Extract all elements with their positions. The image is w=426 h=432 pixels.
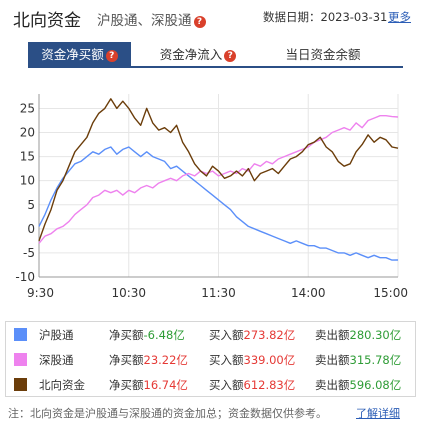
legend-swatch [14, 378, 27, 391]
legend-row-sgt: 深股通 净买额23.22亿 买入额339.00亿 卖出额315.78亿 [6, 347, 417, 372]
tab-daily-balance[interactable]: 当日资金余额 [268, 42, 378, 68]
sell-label: 卖出额 [315, 328, 350, 342]
buy-value: 273.82亿 [243, 328, 296, 342]
x-tick-label: 15:00 [373, 286, 408, 300]
tab-net-buy-label: 资金净买额 [41, 47, 104, 62]
series-line-0 [38, 146, 399, 261]
y-tick-label: 25 [20, 101, 35, 115]
y-tick-label: -10 [15, 270, 35, 284]
line-chart: 25 20 15 10 5 0 -5 -10 9:30 10:30 11:30 14:00 15:00 [0, 88, 426, 302]
sell-cell: 卖出额596.08亿 [315, 377, 401, 393]
legend-swatch [14, 353, 27, 366]
net-buy-label: 净买额 [109, 378, 144, 392]
y-tick-label: 15 [20, 150, 35, 164]
sell-cell: 卖出额280.30亿 [315, 327, 401, 343]
page-title: 北向资金 [13, 11, 81, 31]
net-buy-label: 净买额 [109, 353, 144, 367]
buy-label: 买入额 [209, 353, 244, 367]
x-tick-label: 9:30 [27, 286, 54, 300]
net-buy-value: -6.48亿 [143, 328, 185, 342]
legend-row-hgt: 沪股通 净买额-6.48亿 买入额273.82亿 卖出额280.30亿 [6, 322, 417, 347]
x-tick-label: 10:30 [111, 286, 146, 300]
net-buy-label: 净买额 [109, 328, 144, 342]
net-buy-value: 23.22亿 [143, 353, 188, 367]
net-buy-cell: 净买额23.22亿 [109, 352, 188, 368]
help-icon[interactable]: ? [105, 50, 118, 62]
legend-name: 北向资金 [39, 378, 85, 392]
sell-value: 596.08亿 [349, 378, 402, 392]
series-line-1 [38, 115, 399, 244]
tab-bar: 资金净买额? 资金净流入? 当日资金余额 [28, 42, 403, 68]
header: 北向资金 沪股通、深股通? 数据日期：2023-03-31 更多 [0, 0, 426, 34]
net-buy-value: 16.74亿 [143, 378, 188, 392]
series-line-2 [38, 98, 399, 242]
y-tick-label: 20 [20, 126, 35, 140]
y-tick-label: 10 [20, 174, 35, 188]
buy-value: 612.83亿 [243, 378, 296, 392]
legend-row-north: 北向资金 净买额16.74亿 买入额612.83亿 卖出额596.08亿 [6, 372, 417, 397]
chart-svg: 25 20 15 10 5 0 -5 -10 9:30 10:30 11:30 14:00 15:00 [15, 94, 408, 300]
sell-label: 卖出额 [315, 353, 350, 367]
data-date-label: 数据日期：2023-03-31 [263, 10, 388, 24]
legend-table: 沪股通 净买额-6.48亿 买入额273.82亿 卖出额280.30亿 深股通 … [5, 321, 416, 397]
buy-cell: 买入额273.82亿 [209, 327, 295, 343]
learn-more-link[interactable]: 了解详细 [356, 407, 400, 420]
page-subtitle: 沪股通、深股通? [97, 9, 206, 29]
buy-label: 买入额 [209, 328, 244, 342]
net-buy-cell: 净买额-6.48亿 [109, 327, 185, 343]
more-link[interactable]: 更多 [388, 10, 411, 24]
x-tick-label: 11:30 [201, 286, 236, 300]
buy-cell: 买入额612.83亿 [209, 377, 295, 393]
tab-net-inflow[interactable]: 资金净流入? [148, 42, 248, 68]
buy-cell: 买入额339.00亿 [209, 352, 295, 368]
help-icon[interactable]: ? [193, 16, 206, 28]
tab-daily-balance-label: 当日资金余额 [285, 47, 361, 62]
legend-name: 沪股通 [39, 328, 74, 342]
sell-value: 315.78亿 [349, 353, 402, 367]
legend-swatch [14, 328, 27, 341]
x-tick-label: 14:00 [291, 286, 326, 300]
tab-net-buy[interactable]: 资金净买额? [28, 42, 131, 68]
y-tick-label: -5 [23, 246, 35, 260]
subtitle-text: 沪股通、深股通 [97, 13, 192, 29]
y-tick-label: 5 [27, 198, 35, 212]
help-icon[interactable]: ? [224, 50, 237, 62]
legend-name: 深股通 [39, 353, 74, 367]
footnote: 注：北向资金是沪股通与深股通的资金加总；资金数据仅供参考。 [8, 407, 327, 420]
sell-cell: 卖出额315.78亿 [315, 352, 401, 368]
sell-label: 卖出额 [315, 378, 350, 392]
tab-net-inflow-label: 资金净流入 [159, 47, 223, 62]
sell-value: 280.30亿 [349, 328, 402, 342]
net-buy-cell: 净买额16.74亿 [109, 377, 188, 393]
y-tick-label: 0 [27, 222, 35, 236]
buy-label: 买入额 [209, 378, 244, 392]
buy-value: 339.00亿 [243, 353, 296, 367]
